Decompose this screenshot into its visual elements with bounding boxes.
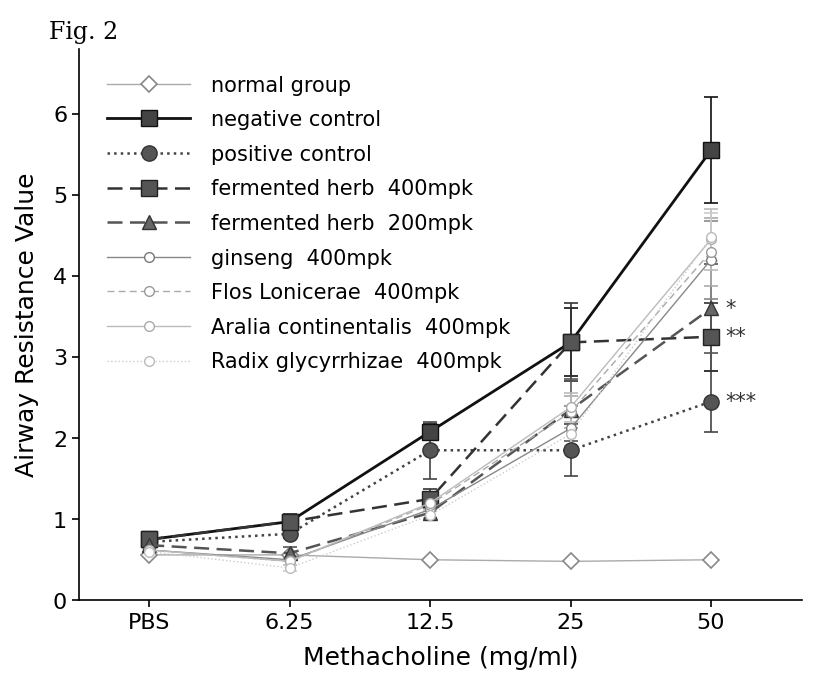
Aralia continentalis  400mpk xyxy=(284,558,294,566)
fermented herb  400mpk xyxy=(145,536,154,544)
fermented herb  200mpk xyxy=(284,549,294,558)
fermented herb  400mpk xyxy=(425,495,435,503)
Legend: normal group, negative control, positive control, fermented herb  400mpk, fermen: normal group, negative control, positive… xyxy=(96,65,520,382)
Text: **: ** xyxy=(725,327,746,347)
negative control xyxy=(284,518,294,526)
Line: ginseng  400mpk: ginseng 400mpk xyxy=(145,255,716,564)
fermented herb  400mpk xyxy=(706,333,716,341)
positive control xyxy=(145,538,154,546)
ginseng  400mpk xyxy=(565,425,575,433)
Text: Fig. 2: Fig. 2 xyxy=(49,21,118,44)
Radix glycyrrhizae  400mpk xyxy=(565,430,575,438)
Radix glycyrrhizae  400mpk xyxy=(706,233,716,241)
Aralia continentalis  400mpk xyxy=(145,546,154,554)
Line: Flos Lonicerae  400mpk: Flos Lonicerae 400mpk xyxy=(145,247,716,566)
positive control xyxy=(284,530,294,538)
negative control xyxy=(565,338,575,347)
ginseng  400mpk xyxy=(145,546,154,554)
normal group xyxy=(284,551,294,559)
ginseng  400mpk xyxy=(706,256,716,264)
Line: fermented herb  200mpk: fermented herb 200mpk xyxy=(142,301,717,560)
X-axis label: Methacholine (mg/ml): Methacholine (mg/ml) xyxy=(303,646,578,670)
Flos Lonicerae  400mpk xyxy=(284,558,294,566)
ginseng  400mpk xyxy=(425,506,435,514)
Radix glycyrrhizae  400mpk xyxy=(284,564,294,572)
Line: fermented herb  400mpk: fermented herb 400mpk xyxy=(141,329,718,547)
Text: ***: *** xyxy=(725,392,756,412)
fermented herb  400mpk xyxy=(284,518,294,526)
ginseng  400mpk xyxy=(284,556,294,564)
Radix glycyrrhizae  400mpk xyxy=(425,511,435,519)
negative control xyxy=(425,427,435,436)
normal group xyxy=(706,556,716,564)
Flos Lonicerae  400mpk xyxy=(706,248,716,256)
Flos Lonicerae  400mpk xyxy=(145,546,154,554)
Y-axis label: Airway Resistance Value: Airway Resistance Value xyxy=(15,173,39,477)
normal group xyxy=(425,556,435,564)
positive control xyxy=(706,398,716,406)
Radix glycyrrhizae  400mpk xyxy=(145,547,154,556)
Aralia continentalis  400mpk xyxy=(565,403,575,412)
negative control xyxy=(145,536,154,544)
Flos Lonicerae  400mpk xyxy=(425,501,435,509)
Line: positive control: positive control xyxy=(141,394,718,549)
fermented herb  200mpk xyxy=(425,509,435,517)
fermented herb  400mpk xyxy=(565,338,575,347)
Line: normal group: normal group xyxy=(144,549,717,567)
Aralia continentalis  400mpk xyxy=(706,236,716,244)
positive control xyxy=(565,447,575,455)
Line: negative control: negative control xyxy=(141,143,718,547)
negative control xyxy=(706,147,716,155)
Aralia continentalis  400mpk xyxy=(425,499,435,507)
fermented herb  200mpk xyxy=(706,304,716,312)
fermented herb  200mpk xyxy=(565,406,575,414)
normal group xyxy=(145,551,154,559)
Flos Lonicerae  400mpk xyxy=(565,408,575,416)
Text: *: * xyxy=(725,299,735,319)
positive control xyxy=(425,447,435,455)
fermented herb  200mpk xyxy=(145,541,154,549)
Line: Aralia continentalis  400mpk: Aralia continentalis 400mpk xyxy=(145,235,716,566)
Line: Radix glycyrrhizae  400mpk: Radix glycyrrhizae 400mpk xyxy=(145,232,716,573)
normal group xyxy=(565,558,575,566)
